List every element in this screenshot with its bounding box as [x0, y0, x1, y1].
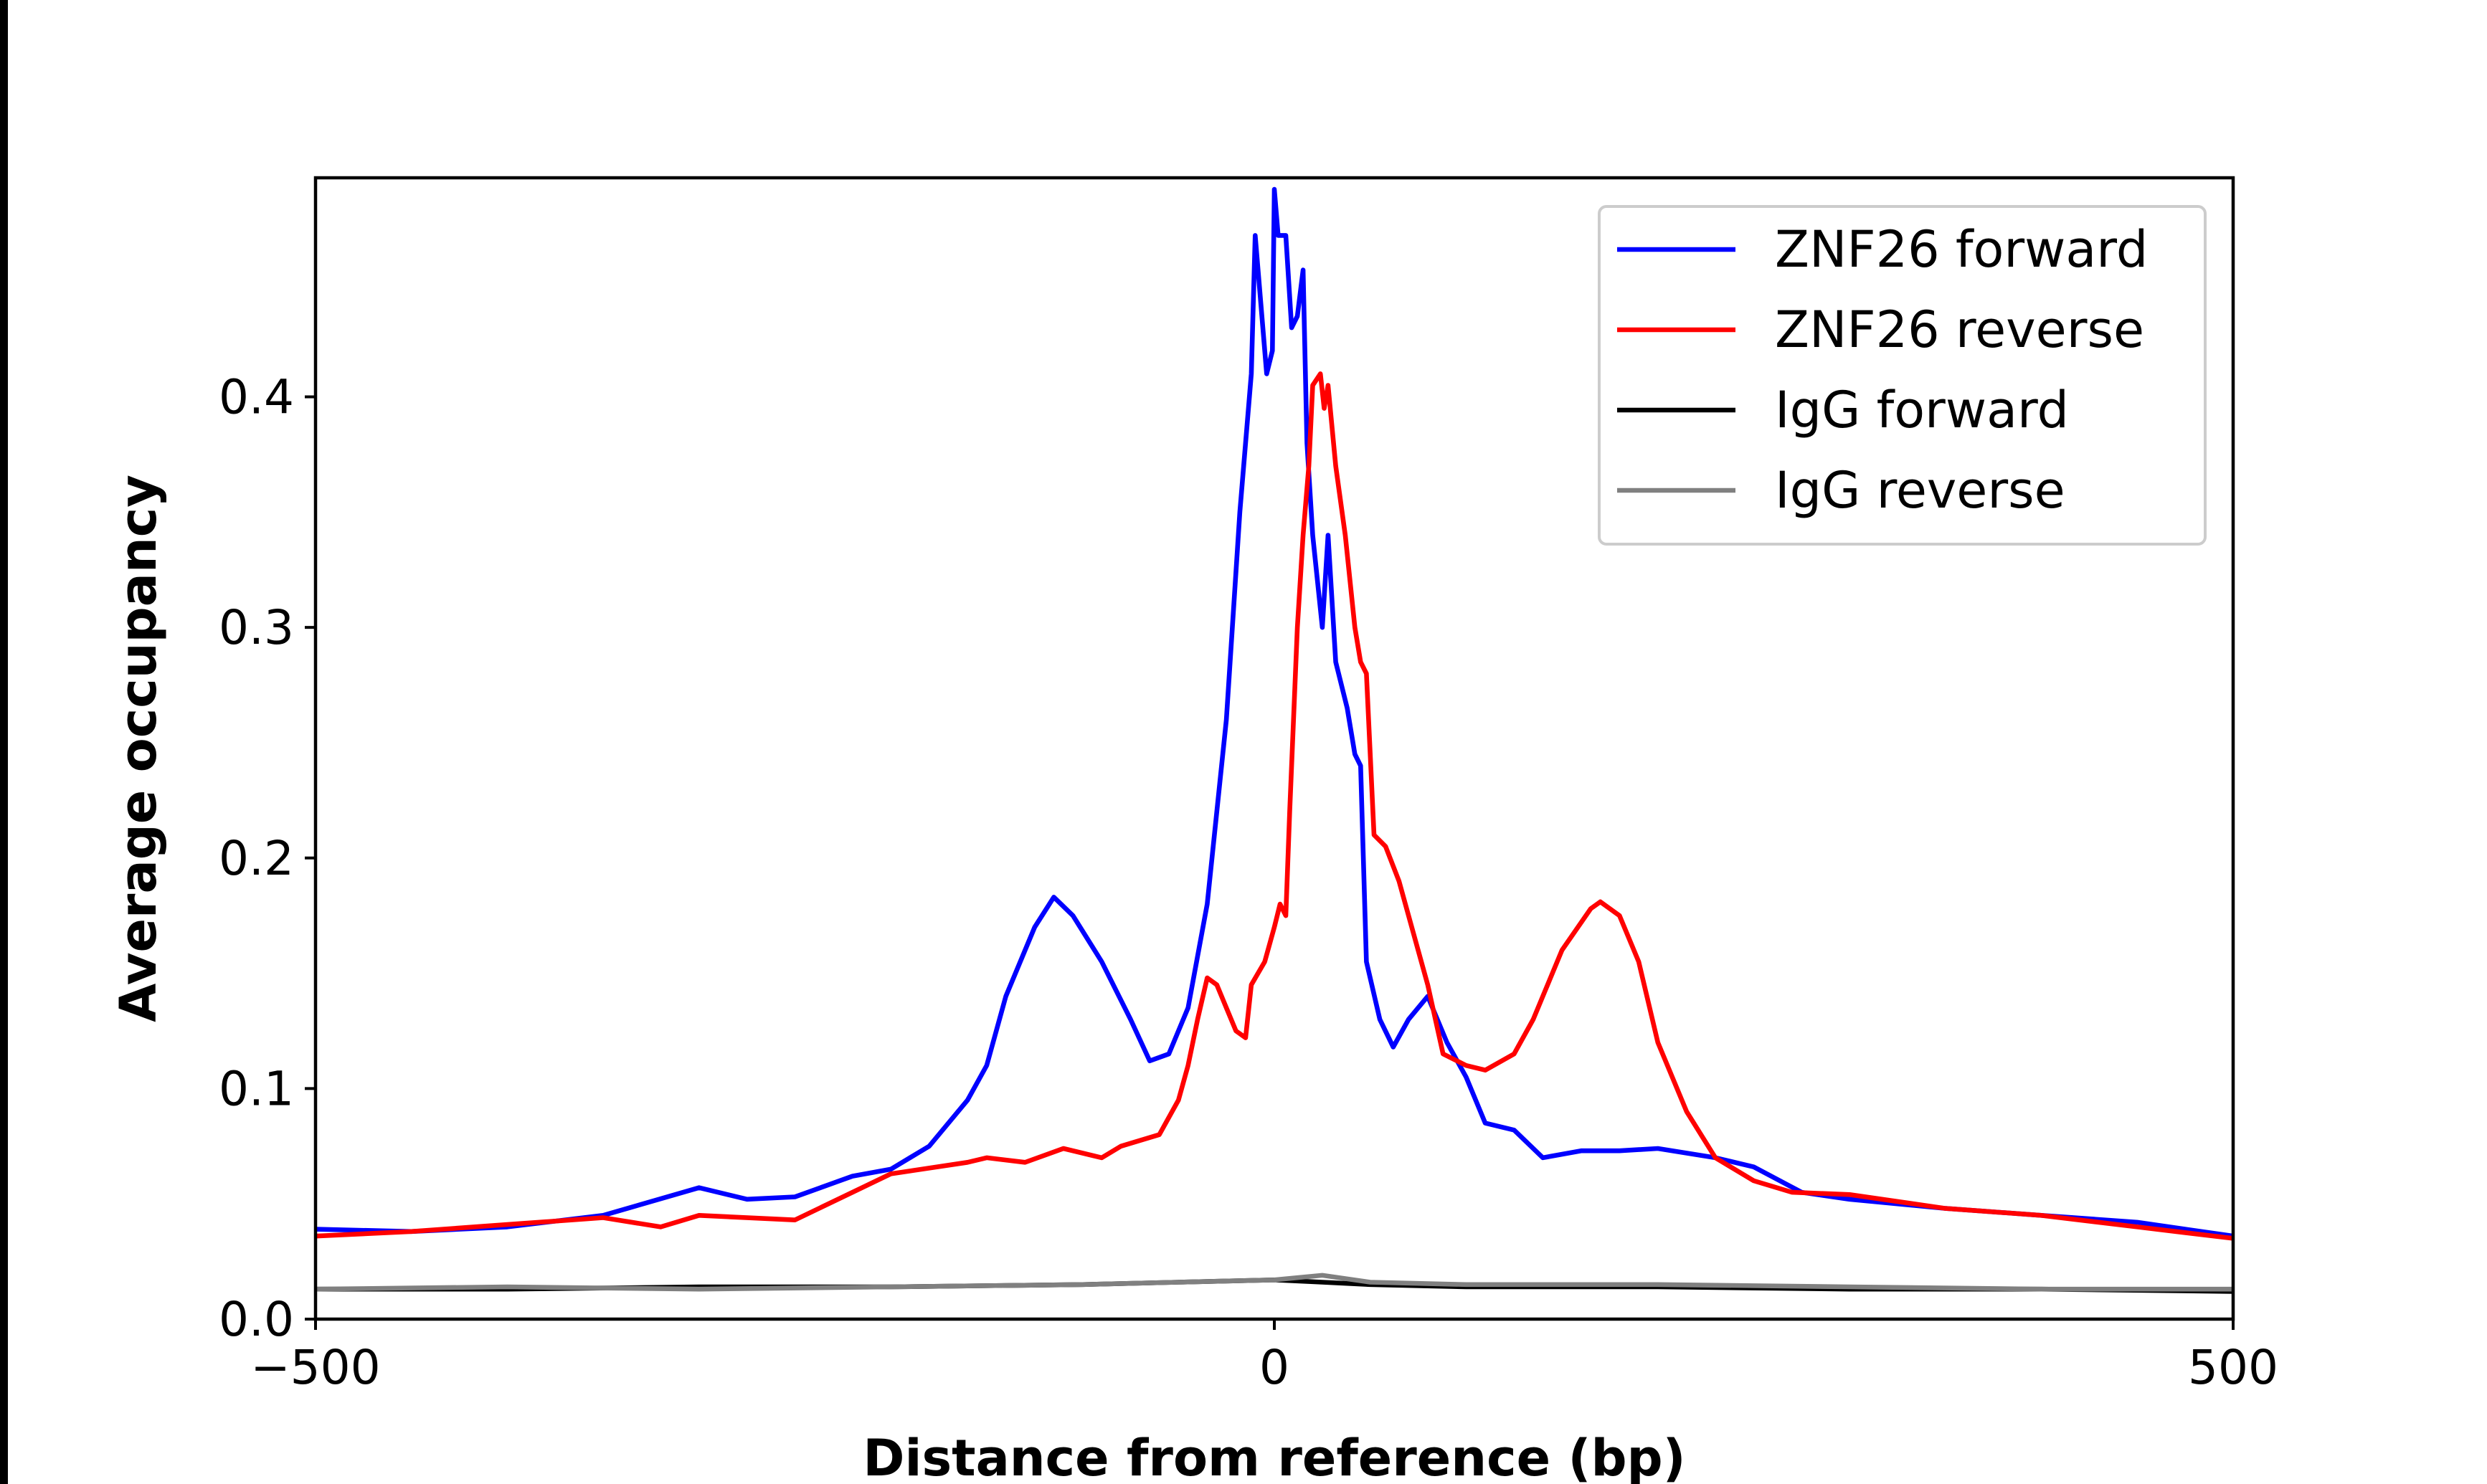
x-tick-label: 500: [2188, 1340, 2278, 1395]
left-edge-bar: [0, 0, 8, 1484]
x-axis: −500 0 500: [250, 1319, 2278, 1395]
series-line-igg-reverse: [315, 1273, 2233, 1292]
legend-label: ZNF26 forward: [1775, 220, 2148, 279]
legend-label: IgG reverse: [1775, 461, 2065, 520]
y-tick-label: 0.4: [219, 370, 294, 425]
x-axis-label: Distance from reference (bp): [863, 1429, 1685, 1484]
y-tick-label: 0.2: [219, 831, 294, 886]
x-tick-label: −500: [250, 1340, 380, 1395]
series-line-znf26-reverse: [315, 371, 2234, 1241]
legend-label: IgG forward: [1775, 381, 2069, 439]
y-tick-label: 0.0: [219, 1292, 294, 1347]
y-tick-label: 0.1: [219, 1061, 294, 1116]
series-line-znf26-forward: [315, 186, 2234, 1239]
legend-box: [1598, 205, 2207, 546]
series-layer: [315, 186, 2234, 1294]
y-axis-label: Average occupancy: [109, 475, 168, 1022]
x-tick-label: 0: [1259, 1340, 1289, 1395]
legend: ZNF26 forward ZNF26 reverse IgG forward IgG…: [1598, 205, 2207, 546]
y-tick-label: 0.3: [219, 600, 294, 655]
y-axis: 0.0 0.1 0.2 0.3 0.4: [219, 370, 316, 1347]
legend-label: ZNF26 reverse: [1775, 300, 2144, 359]
